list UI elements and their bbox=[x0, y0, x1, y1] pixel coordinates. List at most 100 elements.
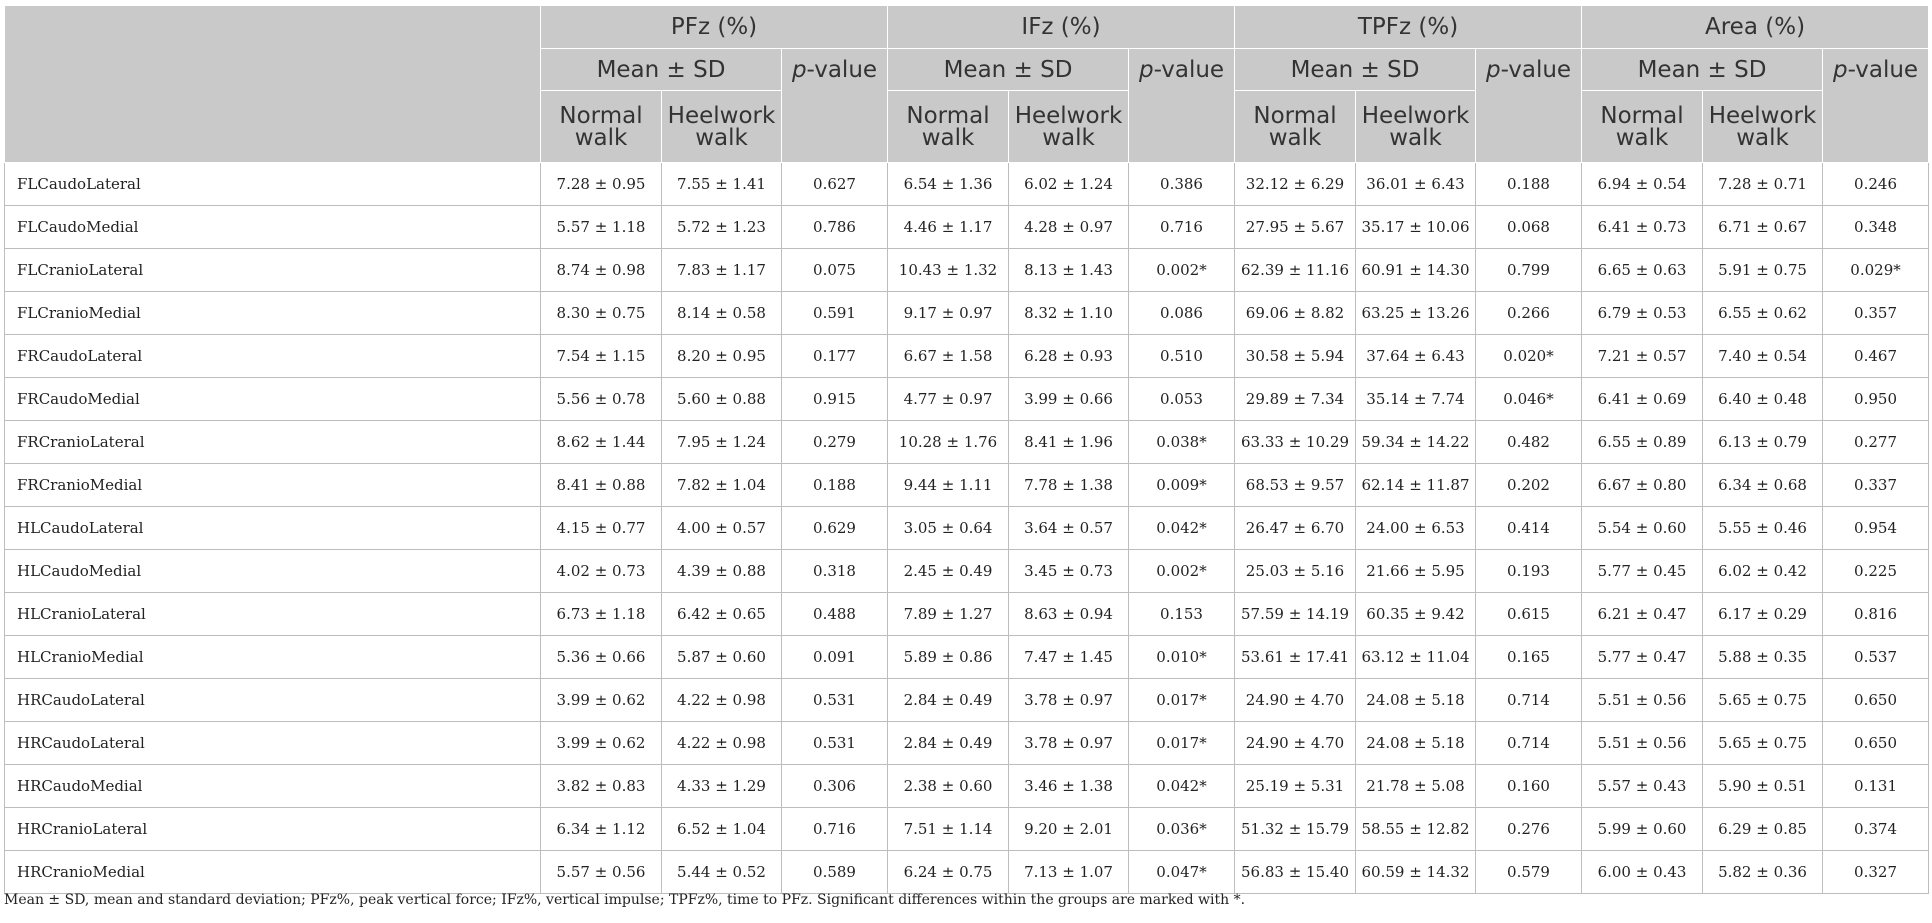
mean-sd-cell: 4.22 ± 0.98 bbox=[661, 721, 782, 765]
p-value-cell: 0.002* bbox=[1128, 248, 1236, 292]
mean-sd-cell: 4.02 ± 0.73 bbox=[540, 549, 662, 593]
p-value-cell: 0.531 bbox=[780, 721, 889, 765]
mean-sd-cell: 10.43 ± 1.32 bbox=[887, 248, 1010, 292]
table-row: FLCaudoLateral 7.28 ± 0.95 7.55 ± 1.41 0.62… bbox=[4, 162, 1930, 206]
mean-sd-cell: 6.00 ± 0.43 bbox=[1581, 850, 1704, 894]
mean-sd-cell: 5.60 ± 0.88 bbox=[661, 377, 782, 421]
p-value-cell: 0.318 bbox=[780, 549, 889, 593]
heelwork-walk-header: Heelwork walk bbox=[1355, 90, 1477, 163]
mean-sd-cell: 5.77 ± 0.47 bbox=[1581, 635, 1704, 679]
mean-sd-cell: 3.05 ± 0.64 bbox=[887, 506, 1010, 550]
mean-sd-cell: 6.65 ± 0.63 bbox=[1581, 248, 1704, 292]
mean-sd-cell: 8.41 ± 1.96 bbox=[1008, 420, 1130, 464]
group-header: TPFz (%) bbox=[1234, 5, 1583, 49]
group-header: PFz (%) bbox=[539, 5, 889, 49]
mean-sd-cell: 53.61 ± 17.41 bbox=[1234, 635, 1357, 679]
mean-sd-cell: 8.13 ± 1.43 bbox=[1008, 248, 1130, 292]
p-value-cell: 0.036* bbox=[1128, 807, 1236, 851]
table-row: HRCaudoMedial 3.82 ± 0.83 4.33 ± 1.29 0.306… bbox=[4, 764, 1930, 808]
mean-sd-cell: 60.59 ± 14.32 bbox=[1355, 850, 1477, 894]
p-value-header: p-value bbox=[780, 48, 889, 163]
p-value-cell: 0.029* bbox=[1822, 248, 1930, 292]
p-value-cell: 0.002* bbox=[1128, 549, 1236, 593]
heelwork-walk-line1: Heelwork bbox=[1014, 102, 1123, 129]
mean-sd-cell: 5.72 ± 1.23 bbox=[661, 205, 782, 249]
p-value-cell: 0.246 bbox=[1822, 162, 1930, 206]
heelwork-walk-header: Heelwork walk bbox=[1702, 90, 1824, 163]
p-value-cell: 0.374 bbox=[1822, 807, 1930, 851]
mean-sd-cell: 6.67 ± 0.80 bbox=[1581, 463, 1704, 507]
mean-sd-cell: 4.33 ± 1.29 bbox=[661, 764, 782, 808]
mean-sd-cell: 21.66 ± 5.95 bbox=[1355, 549, 1477, 593]
p-value-cell: 0.414 bbox=[1475, 506, 1583, 550]
mean-sd-cell: 62.39 ± 11.16 bbox=[1234, 248, 1357, 292]
mean-sd-cell: 5.51 ± 0.56 bbox=[1581, 721, 1704, 765]
mean-sd-header: Mean ± SD bbox=[887, 48, 1130, 91]
p-value-suffix: -value bbox=[1847, 57, 1919, 83]
p-value-cell: 0.714 bbox=[1475, 721, 1583, 765]
mean-sd-cell: 24.00 ± 6.53 bbox=[1355, 506, 1477, 550]
mean-sd-cell: 26.47 ± 6.70 bbox=[1234, 506, 1357, 550]
mean-sd-cell: 4.00 ± 0.57 bbox=[661, 506, 782, 550]
mean-sd-cell: 7.89 ± 1.27 bbox=[887, 592, 1010, 636]
mean-sd-cell: 5.88 ± 0.35 bbox=[1702, 635, 1824, 679]
mean-sd-cell: 6.34 ± 0.68 bbox=[1702, 463, 1824, 507]
mean-sd-cell: 3.78 ± 0.97 bbox=[1008, 678, 1130, 722]
normal-walk-line1: Normal bbox=[559, 102, 643, 129]
mean-sd-cell: 63.25 ± 13.26 bbox=[1355, 291, 1477, 335]
p-value-cell: 0.591 bbox=[780, 291, 889, 335]
mean-sd-cell: 7.13 ± 1.07 bbox=[1008, 850, 1130, 894]
mean-sd-cell: 6.73 ± 1.18 bbox=[540, 592, 662, 636]
mean-sd-cell: 5.77 ± 0.45 bbox=[1581, 549, 1704, 593]
heelwork-walk-line2: walk bbox=[1042, 124, 1095, 151]
mean-sd-cell: 7.55 ± 1.41 bbox=[661, 162, 782, 206]
table-row: FRCranioMedial 8.41 ± 0.88 7.82 ± 1.04 0.18… bbox=[4, 463, 1930, 507]
p-value-cell: 0.020* bbox=[1475, 334, 1583, 378]
mean-sd-cell: 7.28 ± 0.71 bbox=[1702, 162, 1824, 206]
mean-sd-cell: 3.78 ± 0.97 bbox=[1008, 721, 1130, 765]
row-label: HLCaudoLateral bbox=[4, 506, 541, 550]
mean-sd-cell: 8.74 ± 0.98 bbox=[540, 248, 662, 292]
row-label: HLCranioMedial bbox=[4, 635, 541, 679]
heelwork-walk-line1: Heelwork bbox=[667, 102, 776, 129]
p-value-cell: 0.386 bbox=[1128, 162, 1236, 206]
normal-walk-header: Normal walk bbox=[1581, 90, 1704, 163]
mean-sd-cell: 8.32 ± 1.10 bbox=[1008, 291, 1130, 335]
mean-sd-cell: 27.95 ± 5.67 bbox=[1234, 205, 1357, 249]
p-value-suffix: -value bbox=[806, 57, 878, 83]
mean-sd-cell: 6.55 ± 0.89 bbox=[1581, 420, 1704, 464]
mean-sd-cell: 56.83 ± 15.40 bbox=[1234, 850, 1357, 894]
table-row: HLCaudoMedial 4.02 ± 0.73 4.39 ± 0.88 0.318… bbox=[4, 549, 1930, 593]
row-label: FRCranioMedial bbox=[4, 463, 541, 507]
p-label: p bbox=[791, 57, 807, 83]
p-value-cell: 0.337 bbox=[1822, 463, 1930, 507]
p-value-cell: 0.714 bbox=[1475, 678, 1583, 722]
p-value-cell: 0.589 bbox=[780, 850, 889, 894]
mean-sd-cell: 6.71 ± 0.67 bbox=[1702, 205, 1824, 249]
mean-sd-cell: 9.17 ± 0.97 bbox=[887, 291, 1010, 335]
mean-sd-cell: 3.99 ± 0.66 bbox=[1008, 377, 1130, 421]
table-row: HRCaudoLateral 3.99 ± 0.62 4.22 ± 0.98 0.53… bbox=[4, 678, 1930, 722]
mean-sd-cell: 62.14 ± 11.87 bbox=[1355, 463, 1477, 507]
row-label: HRCaudoLateral bbox=[4, 721, 541, 765]
mean-sd-cell: 5.36 ± 0.66 bbox=[540, 635, 662, 679]
mean-sd-cell: 5.87 ± 0.60 bbox=[661, 635, 782, 679]
table-row: FLCranioLateral 8.74 ± 0.98 7.83 ± 1.17 0.0… bbox=[4, 248, 1930, 292]
mean-sd-cell: 5.57 ± 0.56 bbox=[540, 850, 662, 894]
normal-walk-line1: Normal bbox=[906, 102, 990, 129]
mean-sd-cell: 7.82 ± 1.04 bbox=[661, 463, 782, 507]
normal-walk-line2: walk bbox=[574, 124, 628, 151]
mean-sd-cell: 6.52 ± 1.04 bbox=[661, 807, 782, 851]
p-value-cell: 0.017* bbox=[1128, 721, 1236, 765]
heelwork-walk-line1: Heelwork bbox=[1708, 102, 1817, 129]
table-row: FLCranioMedial 8.30 ± 0.75 8.14 ± 0.58 0.59… bbox=[4, 291, 1930, 335]
table-container: PFz (%) IFz (%) TPFz (%) Area (%) Mean ± SD p… bbox=[4, 5, 1930, 894]
row-label: FRCaudoLateral bbox=[4, 334, 541, 378]
mean-sd-cell: 63.12 ± 11.04 bbox=[1355, 635, 1477, 679]
row-label: FLCranioMedial bbox=[4, 291, 541, 335]
mean-sd-cell: 4.46 ± 1.17 bbox=[887, 205, 1010, 249]
mean-sd-cell: 6.13 ± 0.79 bbox=[1702, 420, 1824, 464]
mean-sd-cell: 8.63 ± 0.94 bbox=[1008, 592, 1130, 636]
normal-walk-header: Normal walk bbox=[1234, 90, 1357, 163]
mean-sd-cell: 30.58 ± 5.94 bbox=[1234, 334, 1357, 378]
